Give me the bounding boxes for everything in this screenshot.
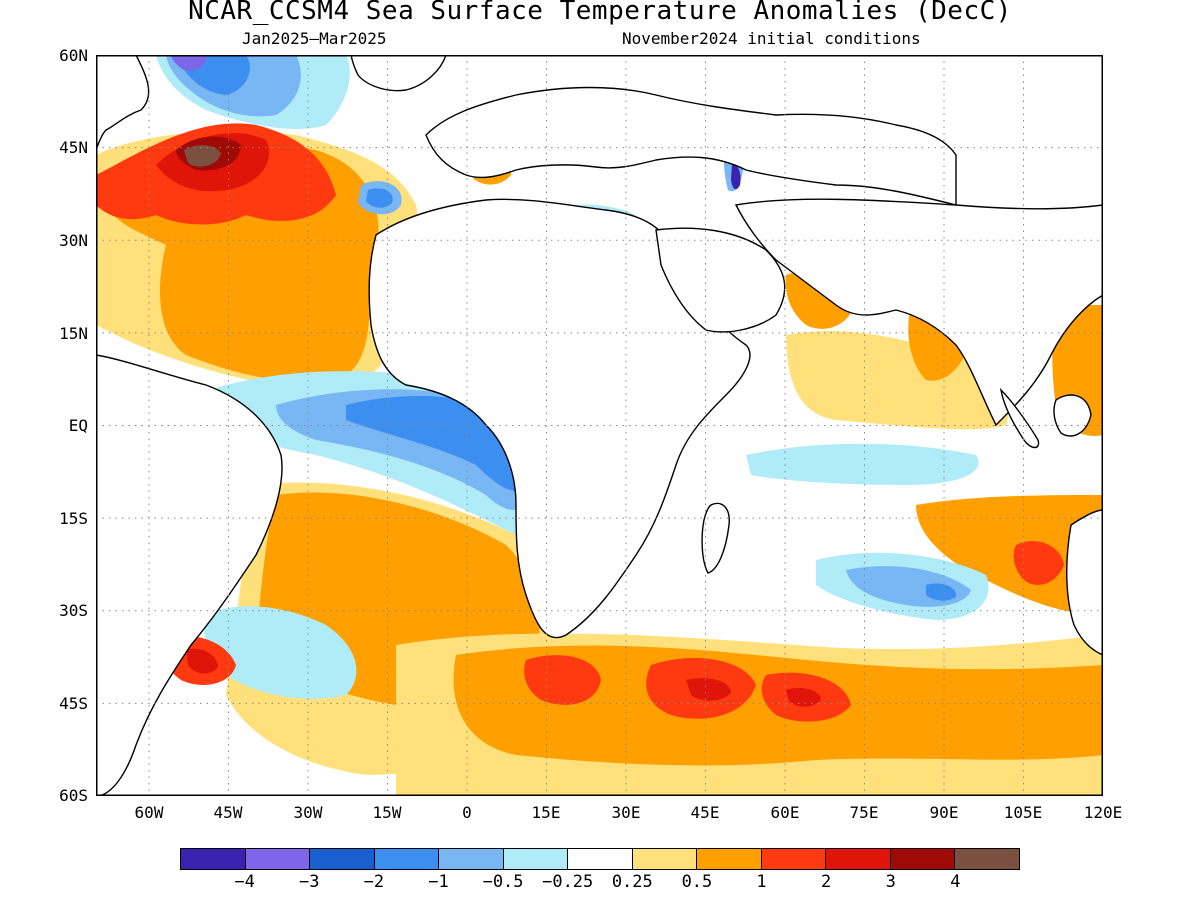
colorbar-swatch [568, 849, 633, 869]
anomaly-hot-southern-3b [786, 688, 821, 707]
anomaly-coldest-labrador [171, 55, 207, 71]
colorbar-swatch [245, 849, 311, 869]
lon-label-30w: 30W [293, 803, 323, 822]
lon-label-105e: 105E [1003, 803, 1043, 822]
land-borneo [1053, 394, 1092, 437]
land-europe [425, 86, 957, 206]
gridlines [96, 55, 1103, 796]
lat-label-15s: 15S [59, 509, 88, 528]
colorbar-swatch [761, 849, 827, 869]
anomaly-warm-io-se [916, 495, 1103, 615]
lon-label-45w: 45W [213, 803, 243, 822]
colorbar-label: 4 [950, 872, 961, 892]
anomaly-cool-satl [204, 606, 357, 699]
lat-label-15n: 15N [59, 324, 88, 343]
land-sumatra [999, 387, 1040, 449]
colorbar-label: 1 [756, 872, 767, 892]
land-arabia [655, 227, 786, 333]
colorbar-swatch [503, 849, 569, 869]
lon-label-0: 0 [462, 803, 472, 822]
lat-label-30n: 30N [59, 231, 88, 250]
lon-label-90e: 90E [929, 803, 959, 822]
chart-title: NCAR_CCSM4 Sea Surface Temperature Anoma… [188, 0, 1012, 26]
lon-label-30e: 30E [611, 803, 641, 822]
colorbar-label: −0.25 [542, 872, 594, 892]
colorbar-swatch [890, 849, 956, 869]
lon-label-75e: 75E [849, 803, 879, 822]
colorbar-label: 0.5 [681, 872, 713, 892]
lat-label-60s: 60S [59, 786, 88, 805]
forecast-period: Jan2025–Mar2025 [242, 29, 387, 48]
colorbar-swatch [826, 849, 891, 869]
colorbar-swatch [374, 849, 440, 869]
anomaly-map [96, 55, 1103, 796]
anomaly-max-newfoundland [184, 145, 221, 167]
lat-label-60n: 60N [59, 46, 88, 65]
colorbar-swatch [632, 849, 698, 869]
lon-label-15w: 15W [372, 803, 402, 822]
land-africa [368, 198, 751, 639]
land-asia [734, 198, 1103, 427]
anomaly-cool-io-eq [746, 443, 979, 485]
colorbar-swatch [181, 849, 246, 869]
lon-label-15e: 15E [531, 803, 561, 822]
colorbar-swatch [955, 849, 1019, 869]
anomaly-hot-io-se [1013, 541, 1064, 585]
lon-label-120e: 120E [1083, 803, 1123, 822]
anomaly-hot-argentina-2 [186, 648, 218, 674]
land-madagascar [701, 502, 730, 574]
colorbar-swatch [439, 849, 504, 869]
land-south-america [96, 354, 283, 796]
colorbar-label: −3 [298, 872, 320, 892]
colorbar-label: −2 [363, 872, 385, 892]
land-greenland [350, 55, 447, 92]
colorbar-label: −4 [234, 872, 255, 892]
colorbar-swatch [310, 849, 375, 869]
colorbar-label: 0.25 [611, 872, 653, 892]
lon-label-60w: 60W [134, 803, 164, 822]
colorbar-label: 3 [885, 872, 896, 892]
colorbar [180, 848, 1020, 870]
anomaly-hot-southern-1 [524, 655, 601, 705]
colorbar-swatch [697, 849, 762, 869]
colorbar-label: −1 [428, 872, 449, 892]
colorbar-label: 2 [821, 872, 832, 892]
anomaly-cold-patch-natl-2 [366, 188, 393, 208]
lat-label-eq: EQ [68, 416, 88, 435]
lat-label-45s: 45S [59, 694, 88, 713]
anomaly-colder-caspian [731, 164, 741, 190]
lon-label-45e: 45E [690, 803, 720, 822]
land-australia [1066, 509, 1103, 656]
lon-label-60e: 60E [770, 803, 800, 822]
map-frame [96, 55, 1103, 796]
lat-label-45n: 45N [59, 138, 88, 157]
initial-conditions: November2024 initial conditions [622, 29, 921, 48]
colorbar-label: −0.5 [482, 872, 524, 892]
land-north-america [96, 55, 150, 151]
lat-label-30s: 30S [59, 601, 88, 620]
anomaly-hot-southern-2b [686, 678, 731, 701]
anomaly-colder-io-south [926, 583, 957, 601]
